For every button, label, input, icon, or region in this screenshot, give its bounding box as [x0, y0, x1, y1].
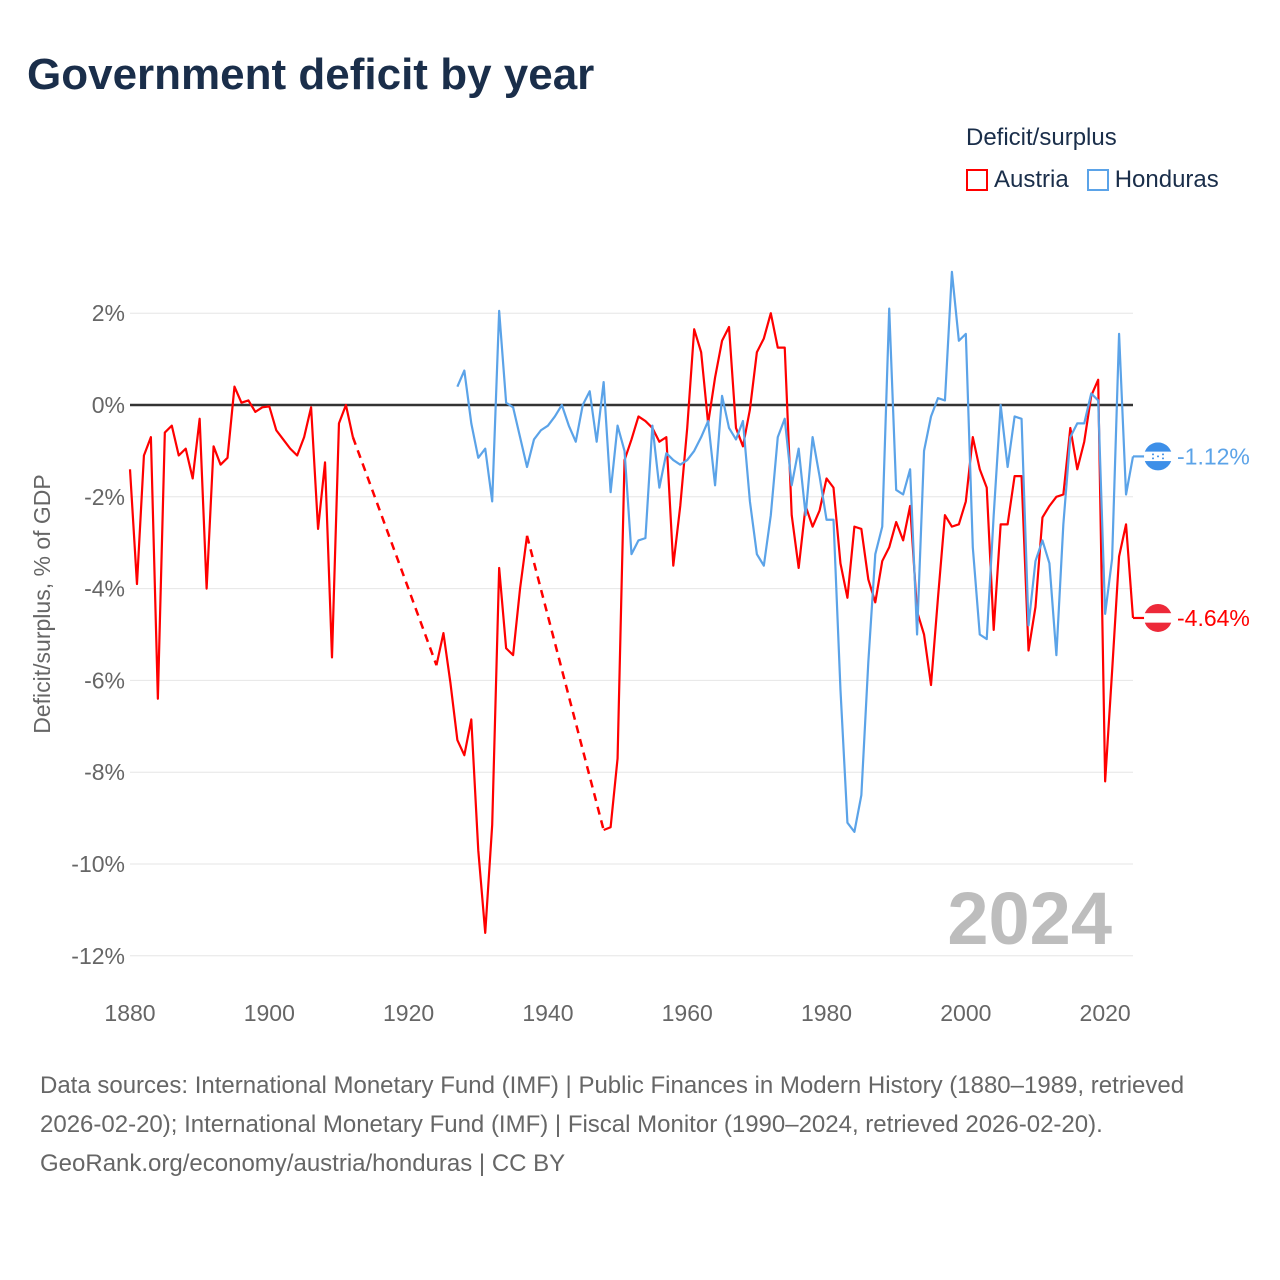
series-line-honduras [456, 270, 1135, 833]
austria-flag-icon [1144, 603, 1172, 632]
x-tick-label: 1940 [522, 1000, 573, 1026]
chart-title: Government deficit by year [27, 50, 595, 99]
y-tick-label: -6% [84, 667, 125, 693]
y-tick-label: -10% [71, 851, 125, 877]
chart-plot: 2% 0% -2% -4% -6% -8% -10% -12% 1880 1900 1920 1940… [29, 270, 1250, 1026]
data-sources: Data sources: International Monetary Fun… [40, 1072, 1185, 1138]
y-tick-label: -2% [84, 484, 125, 510]
x-tick-label: 2000 [940, 1000, 991, 1026]
x-tick-label: 1880 [104, 1000, 155, 1026]
y-tick-label: 0% [92, 392, 125, 418]
honduras-flag-icon [1144, 442, 1172, 471]
x-tick-label: 1920 [383, 1000, 434, 1026]
y-axis-label: Deficit/surplus, % of GDP [29, 474, 55, 733]
end-label-honduras: -1.12% [1177, 443, 1250, 469]
end-label-austria: -4.64% [1177, 605, 1250, 631]
series-gap-austria [525, 535, 605, 831]
x-tick-label: 1900 [244, 1000, 295, 1026]
y-tick-label: -8% [84, 759, 125, 785]
footer: Data sources: International Monetary Fun… [40, 1066, 1240, 1183]
y-tick-label: -12% [71, 943, 125, 969]
legend-label: Honduras [1114, 166, 1219, 193]
legend-label: Austria [994, 166, 1069, 193]
series-line-austria [128, 312, 1135, 934]
series-gap-austria [351, 436, 438, 666]
legend: Austria Honduras [966, 166, 1219, 194]
x-tick-label: 1960 [662, 1000, 713, 1026]
x-tick-label: 1980 [801, 1000, 852, 1026]
legend-item-austria[interactable]: Austria [966, 166, 1069, 194]
y-tick-label: -4% [84, 576, 125, 602]
year-watermark: 2024 [947, 877, 1112, 960]
legend-swatch-austria [966, 169, 988, 191]
y-tick-label: 2% [92, 300, 125, 326]
legend-title: Deficit/surplus [966, 124, 1117, 151]
x-tick-label: 2020 [1080, 1000, 1131, 1026]
credit-link[interactable]: GeoRank.org/economy/austria/honduras | C… [40, 1150, 566, 1177]
legend-swatch-honduras [1086, 169, 1109, 191]
legend-item-honduras[interactable]: Honduras [1086, 166, 1219, 194]
